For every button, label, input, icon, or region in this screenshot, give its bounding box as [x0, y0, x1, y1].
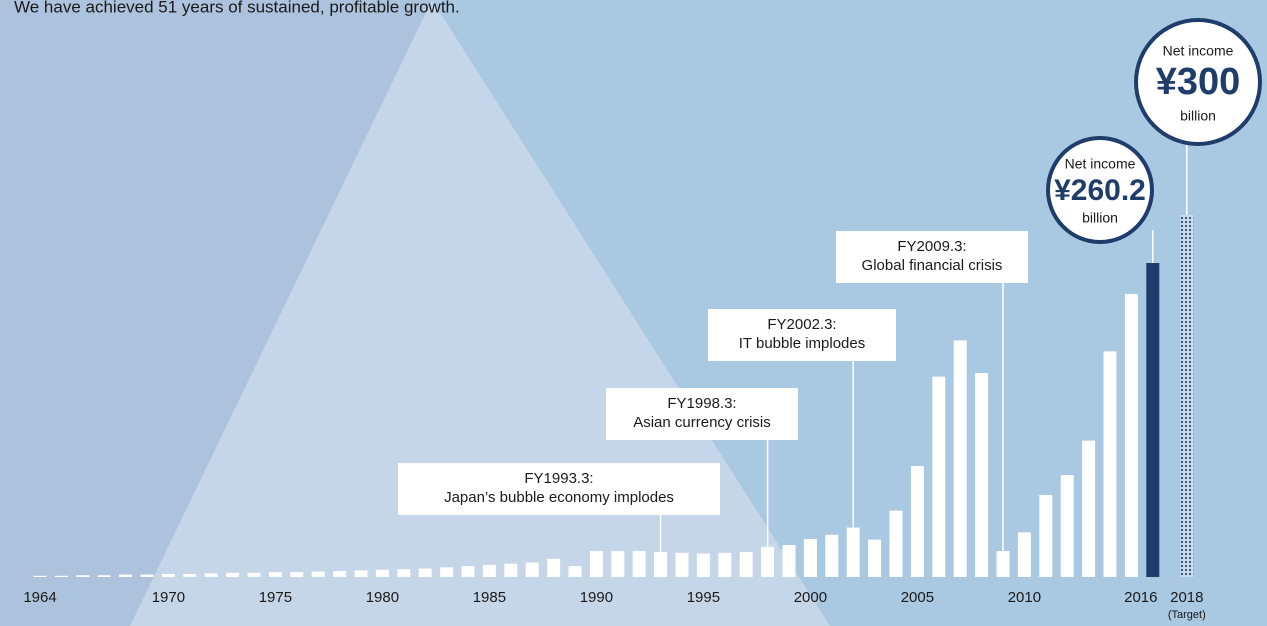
- bar: [268, 572, 282, 577]
- x-tick-label: 1964: [23, 589, 56, 606]
- bar: [632, 551, 646, 577]
- bar: [1017, 532, 1031, 577]
- x-tick-label: 1980: [366, 589, 399, 606]
- bar: [846, 527, 860, 577]
- x-tick-label: 1990: [580, 589, 613, 606]
- bar: [675, 552, 689, 577]
- target-note: (Target): [1168, 609, 1206, 621]
- bar: [290, 572, 304, 577]
- bar: [525, 562, 539, 577]
- bar: [953, 340, 967, 577]
- bar: [739, 552, 753, 577]
- bar: [204, 573, 218, 577]
- bar: [461, 566, 475, 577]
- annotation-text: Global financial crisis: [862, 257, 1003, 274]
- callout-caption: Net income: [1163, 43, 1234, 59]
- bar: [33, 575, 47, 577]
- annotation-text: Asian currency crisis: [633, 414, 771, 431]
- bar: [140, 574, 154, 577]
- bar: [482, 564, 496, 577]
- bar: [226, 572, 240, 577]
- bar: [975, 373, 989, 577]
- bar: [932, 376, 946, 577]
- bar: [418, 568, 432, 577]
- annotation-text: Japan’s bubble economy implodes: [444, 489, 674, 506]
- background-left: [0, 0, 432, 626]
- bar: [996, 551, 1010, 577]
- bar: [611, 551, 625, 577]
- bar: [654, 552, 668, 577]
- bar: [440, 567, 454, 577]
- bar: [76, 575, 90, 577]
- annotation-text: FY2009.3:: [897, 238, 966, 255]
- bar: [568, 566, 582, 577]
- bar: [547, 558, 561, 577]
- annotation-text: FY1998.3:: [667, 395, 736, 412]
- bar: [868, 539, 882, 577]
- bar: [119, 574, 133, 577]
- bar: [1180, 214, 1194, 577]
- bar: [761, 546, 775, 577]
- annotation-box: [398, 463, 720, 515]
- bar: [311, 571, 325, 577]
- callout-caption: Net income: [1065, 156, 1136, 172]
- x-tick-label: 2005: [901, 589, 934, 606]
- annotation-text: FY1993.3:: [524, 470, 593, 487]
- x-tick-label: 1970: [152, 589, 185, 606]
- bar: [718, 552, 732, 577]
- annotation-text: FY2002.3:: [767, 316, 836, 333]
- bar: [354, 570, 368, 577]
- bar: [696, 553, 710, 577]
- bar: [54, 575, 68, 577]
- annotation-box: [708, 309, 896, 361]
- x-tick-label: 2000: [794, 589, 827, 606]
- bar: [1082, 440, 1096, 577]
- value-label: ¥260.2: [1054, 174, 1146, 207]
- x-tick-label: 2010: [1008, 589, 1041, 606]
- bar: [183, 573, 197, 577]
- callout-circle: [1050, 140, 1150, 240]
- bar: [589, 551, 603, 577]
- bar: [803, 538, 817, 577]
- bar: [782, 545, 796, 577]
- bar: [889, 510, 903, 577]
- bar: [161, 573, 175, 577]
- annotation-box: [836, 231, 1028, 283]
- value-label: ¥300: [1156, 61, 1241, 103]
- bar: [1060, 475, 1074, 577]
- callout-circle: [1138, 22, 1258, 142]
- bar: [910, 465, 924, 577]
- bar: [504, 563, 518, 577]
- annotation-box: [606, 388, 798, 440]
- x-tick-label: 1985: [473, 589, 506, 606]
- x-tick-label: 1995: [687, 589, 720, 606]
- bar: [375, 569, 389, 577]
- annotation-text: IT bubble implodes: [739, 335, 865, 352]
- bar: [333, 570, 347, 577]
- chart-title: We have achieved 51 years of sustained, …: [14, 0, 460, 16]
- x-tick-label: 2016: [1124, 589, 1157, 606]
- bar: [97, 575, 111, 577]
- bar: [397, 569, 411, 577]
- bar: [1146, 263, 1160, 577]
- bar: [1124, 294, 1138, 577]
- bar: [1039, 494, 1053, 577]
- callout-unit: billion: [1082, 210, 1118, 226]
- bar: [247, 572, 261, 577]
- bar: [825, 534, 839, 577]
- callout-unit: billion: [1180, 108, 1216, 124]
- x-tick-label: 1975: [259, 589, 292, 606]
- x-tick-label: 2018: [1170, 589, 1203, 606]
- bar: [1103, 351, 1117, 577]
